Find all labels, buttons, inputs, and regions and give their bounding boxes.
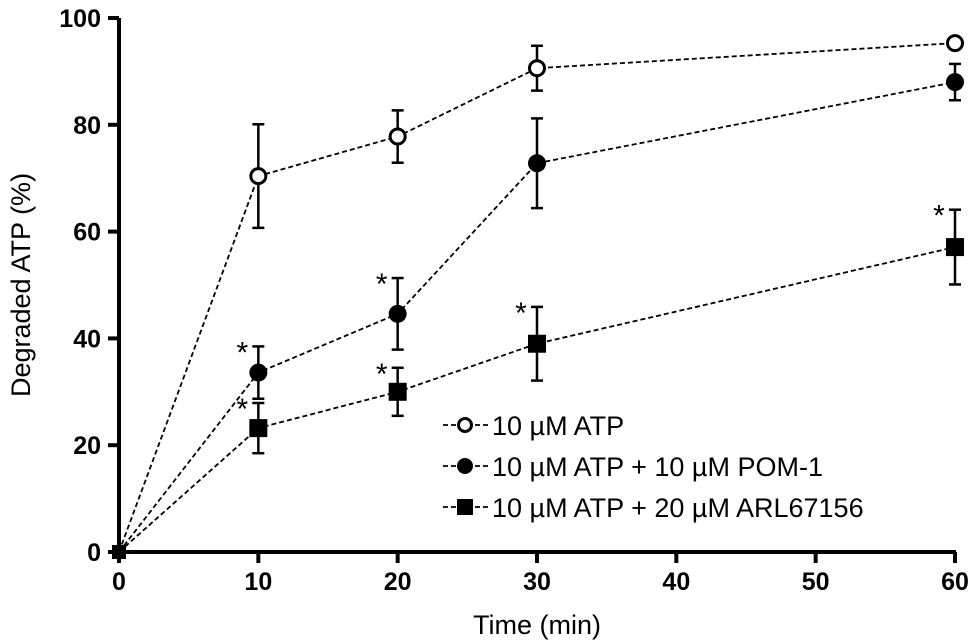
significance-star: * xyxy=(933,200,945,233)
legend-marker xyxy=(457,499,473,515)
legend-marker xyxy=(457,417,473,433)
significance-star: * xyxy=(236,393,248,426)
x-tick-label: 40 xyxy=(662,568,690,596)
data-point xyxy=(946,238,964,257)
x-tick-label: 20 xyxy=(384,568,412,596)
data-point xyxy=(388,382,407,401)
significance-marks: * * * * * * xyxy=(236,200,945,426)
data-point xyxy=(946,73,964,92)
y-tick-label: 60 xyxy=(73,219,101,247)
legend-marker xyxy=(457,458,473,474)
y-tick-label: 100 xyxy=(59,5,101,33)
x-tick-label: 50 xyxy=(802,568,830,596)
axes: 0 20 40 60 80 100 0 10 20 30 40 50 60 xyxy=(59,5,969,596)
y-tick-label: 40 xyxy=(73,325,101,353)
y-tick-label: 20 xyxy=(73,432,101,460)
y-tick-label: 80 xyxy=(73,112,101,140)
significance-star: * xyxy=(376,358,388,391)
significance-star: * xyxy=(236,336,248,369)
x-axis-title: Time (min) xyxy=(473,610,601,640)
x-tick-label: 30 xyxy=(523,568,551,596)
data-point xyxy=(249,363,268,382)
legend: 10 µM ATP 10 µM ATP + 10 µM POM-1 10 µM AT… xyxy=(443,411,864,523)
y-axis-title: Degraded ATP (%) xyxy=(6,173,36,397)
data-point xyxy=(528,59,546,78)
data-point xyxy=(249,167,268,186)
legend-label: 10 µM ATP xyxy=(492,411,624,441)
data-point xyxy=(112,545,126,559)
data-markers xyxy=(112,34,964,559)
data-point xyxy=(249,419,268,438)
error-bars xyxy=(252,44,961,455)
data-point xyxy=(388,127,407,146)
significance-star: * xyxy=(515,297,527,330)
data-point xyxy=(388,304,407,323)
x-tick-label: 60 xyxy=(941,568,969,596)
y-tick-label: 0 xyxy=(87,539,101,567)
significance-star: * xyxy=(376,268,388,301)
x-tick-label: 0 xyxy=(112,568,126,596)
x-tick-label: 10 xyxy=(244,568,272,596)
legend-label: 10 µM ATP + 10 µM POM-1 xyxy=(492,452,823,482)
data-point xyxy=(528,334,546,353)
data-point xyxy=(946,34,964,53)
legend-label: 10 µM ATP + 20 µM ARL67156 xyxy=(492,493,864,523)
data-point xyxy=(528,154,546,173)
